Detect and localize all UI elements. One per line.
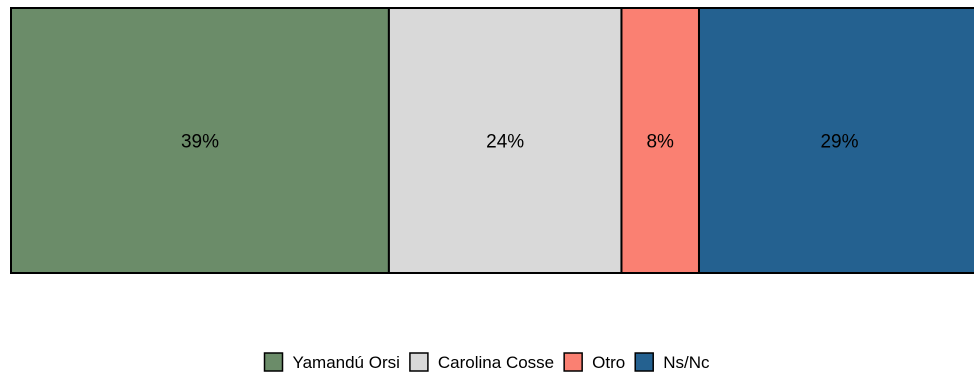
bar-segment xyxy=(10,7,390,274)
segment-label: 29% xyxy=(820,132,858,153)
legend-key xyxy=(634,352,654,372)
legend-item: Ns/Nc xyxy=(634,352,710,372)
segment-label: 24% xyxy=(486,132,524,153)
segment-label: 8% xyxy=(646,132,674,153)
legend-label: Otro xyxy=(592,353,625,372)
legend-item: Yamandú Orsi xyxy=(263,352,400,372)
legend-label: Yamandú Orsi xyxy=(293,353,400,372)
legend-label: Carolina Cosse xyxy=(438,353,554,372)
legend-label: Ns/Nc xyxy=(663,353,710,372)
legend-key xyxy=(263,352,284,372)
segment-labels: 39% 24% 8% 29% xyxy=(181,132,859,153)
bar-segments xyxy=(10,7,974,274)
bar-segment xyxy=(387,7,623,274)
legend-item: Otro xyxy=(563,352,625,372)
bar-segment xyxy=(620,7,700,274)
segment-label: 39% xyxy=(181,132,219,153)
legend-key xyxy=(409,352,429,372)
legend-item: Carolina Cosse xyxy=(409,352,554,372)
legend: Yamandú Orsi Carolina Cosse Otro Ns/Nc xyxy=(263,352,710,372)
legend-key xyxy=(563,352,583,372)
bar-segment xyxy=(697,7,974,274)
